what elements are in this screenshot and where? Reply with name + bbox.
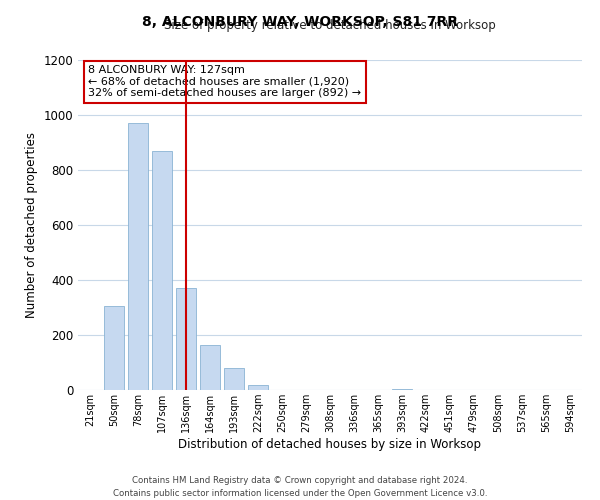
Y-axis label: Number of detached properties: Number of detached properties: [25, 132, 38, 318]
Bar: [248, 384, 268, 390]
Bar: [104, 306, 124, 390]
X-axis label: Distribution of detached houses by size in Worksop: Distribution of detached houses by size …: [179, 438, 482, 451]
Bar: [224, 368, 244, 390]
Text: 8 ALCONBURY WAY: 127sqm
← 68% of detached houses are smaller (1,920)
32% of semi: 8 ALCONBURY WAY: 127sqm ← 68% of detache…: [88, 65, 361, 98]
Bar: [152, 151, 172, 390]
Bar: [392, 388, 412, 390]
Bar: [176, 288, 196, 390]
Bar: [128, 123, 148, 390]
Title: Size of property relative to detached houses in Worksop: Size of property relative to detached ho…: [164, 20, 496, 32]
Bar: [200, 344, 220, 390]
Text: Contains HM Land Registry data © Crown copyright and database right 2024.
Contai: Contains HM Land Registry data © Crown c…: [113, 476, 487, 498]
Text: 8, ALCONBURY WAY, WORKSOP, S81 7RR: 8, ALCONBURY WAY, WORKSOP, S81 7RR: [142, 15, 458, 29]
